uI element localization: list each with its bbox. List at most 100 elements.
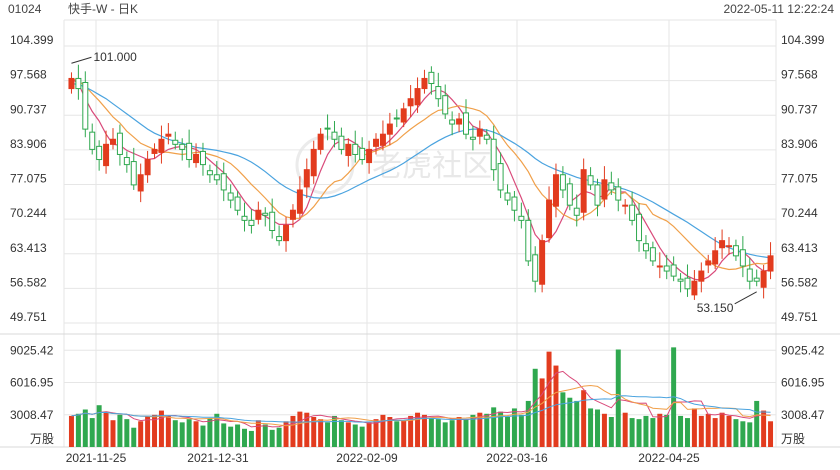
volume-bar xyxy=(428,418,434,447)
price-tick-label-right: 104.399 xyxy=(781,33,825,47)
price-annotations: 101.000 53.150 xyxy=(71,50,757,315)
volume-bar xyxy=(470,414,476,447)
candle xyxy=(601,166,608,208)
volume-bar xyxy=(179,422,185,447)
candle-body xyxy=(539,240,546,285)
candle-body xyxy=(469,136,476,140)
candle xyxy=(186,129,193,168)
candle xyxy=(116,124,123,166)
candle-body xyxy=(428,71,435,85)
volume-bar xyxy=(691,408,697,447)
volume-bar xyxy=(415,412,421,447)
candle xyxy=(684,264,691,297)
price-tick-label-left: 77.075 xyxy=(10,172,47,186)
candle xyxy=(255,201,262,225)
price-tick-label-left: 83.906 xyxy=(10,137,47,151)
candle xyxy=(518,202,525,229)
volume-bar xyxy=(581,390,587,447)
candle-body xyxy=(262,212,269,216)
candle xyxy=(165,123,172,145)
volume-bar xyxy=(110,420,116,447)
candle-body xyxy=(739,249,746,267)
volume-bar xyxy=(352,424,358,447)
date-tick-label: 2021-12-31 xyxy=(187,451,249,465)
candle-body xyxy=(407,98,414,107)
price-tick-label-right: 56.582 xyxy=(781,275,818,289)
volume-ma-line-0 xyxy=(71,370,771,428)
volume-bar xyxy=(75,413,81,447)
candle-body xyxy=(504,192,511,201)
volume-bar xyxy=(89,418,95,447)
candle xyxy=(345,138,352,167)
volume-bar xyxy=(96,405,102,447)
candle xyxy=(546,186,553,243)
candle-body xyxy=(622,204,629,207)
volume-bar xyxy=(525,400,531,447)
volume-unit-left: 万股 xyxy=(30,432,54,446)
date-tick-label: 2022-02-09 xyxy=(336,451,398,465)
candle xyxy=(407,85,414,117)
candle-body xyxy=(269,211,276,231)
candle-body xyxy=(220,173,227,191)
candle xyxy=(151,143,158,159)
volume-bar xyxy=(456,417,462,447)
volume-bar xyxy=(491,407,497,447)
price-tick-label-left: 90.737 xyxy=(10,102,47,116)
volume-bar xyxy=(158,410,164,447)
date-tick-label: 2022-04-25 xyxy=(638,451,700,465)
candle-body xyxy=(172,139,179,145)
header-datetime: 2022-05-11 12:22:24 xyxy=(723,2,834,16)
volume-axis: 9025.42 9025.42 6016.95 6016.95 3008.47 3008.… xyxy=(10,343,825,446)
candle-body xyxy=(393,117,400,120)
candle-body xyxy=(96,145,103,161)
volume-bar xyxy=(228,426,234,447)
candle-body xyxy=(421,77,428,90)
volume-bar xyxy=(103,411,109,447)
candle xyxy=(746,257,753,290)
volume-bar xyxy=(145,415,151,447)
volume-bar xyxy=(408,415,414,447)
volume-bar xyxy=(546,351,552,447)
candle xyxy=(373,133,380,155)
volume-bar xyxy=(615,349,621,447)
candle xyxy=(504,184,511,206)
volume-bar xyxy=(657,413,663,447)
volume-bar xyxy=(726,415,732,447)
volume-bar xyxy=(152,414,158,447)
annotation-leader xyxy=(734,291,757,305)
candle xyxy=(75,64,82,100)
candle xyxy=(594,178,601,217)
volume-bar xyxy=(255,420,261,447)
candle-body xyxy=(490,138,497,171)
volume-bar xyxy=(678,415,684,447)
candle xyxy=(435,72,442,107)
candle xyxy=(338,127,345,155)
volume-bar xyxy=(262,424,268,447)
candle-body xyxy=(331,131,338,140)
candle-body xyxy=(649,247,656,262)
price-tick-label-right: 77.075 xyxy=(781,172,818,186)
volume-bar xyxy=(463,419,469,447)
candle xyxy=(656,252,663,279)
volume-bar xyxy=(82,409,88,447)
candle-body xyxy=(746,268,753,282)
candle xyxy=(552,163,559,218)
candle xyxy=(712,237,719,270)
chart-title: 快手-W - 日K xyxy=(68,2,138,16)
watermark-text: 老虎社区 xyxy=(372,149,492,184)
volume-bar xyxy=(290,415,296,447)
candle xyxy=(89,123,96,155)
candle-body xyxy=(677,278,684,282)
candle xyxy=(283,216,290,252)
candle xyxy=(103,130,110,174)
volume-bar xyxy=(684,418,690,447)
candle xyxy=(386,112,393,146)
candle xyxy=(559,166,566,199)
candle xyxy=(234,190,241,216)
volume-bar xyxy=(248,430,254,447)
candle-body xyxy=(670,264,677,277)
candle-body xyxy=(580,169,587,213)
candle xyxy=(677,273,684,293)
candle xyxy=(366,140,373,174)
candle-body xyxy=(289,209,296,220)
